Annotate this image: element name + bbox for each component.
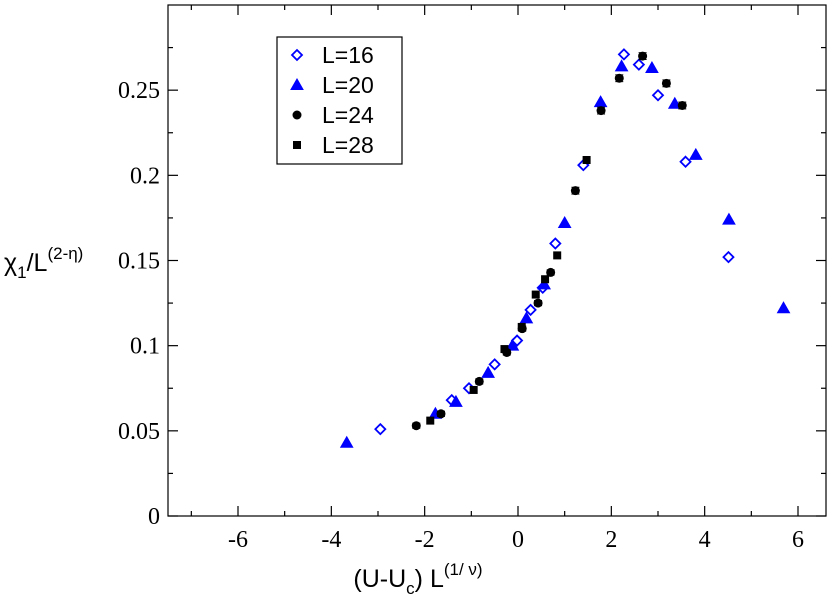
data-point <box>517 322 526 331</box>
x-axis-label-sub: c <box>406 579 415 598</box>
legend-label: L=20 <box>322 72 374 98</box>
data-point <box>426 416 435 425</box>
x-axis-label-sup: (1/ ν) <box>444 560 483 579</box>
y-axis-label-mid: /L <box>27 249 48 277</box>
data-point <box>374 422 387 436</box>
data-point <box>679 155 692 168</box>
data-point <box>677 100 687 110</box>
x-axis-label-base: (U-U <box>353 565 406 593</box>
legend-marker <box>292 110 302 120</box>
y-axis-label-sub: 1 <box>17 263 26 282</box>
data-point <box>617 48 631 61</box>
data-point <box>722 212 736 225</box>
data-point <box>593 95 608 108</box>
x-axis-label-mid: ) L <box>415 565 444 593</box>
data-point <box>531 290 540 299</box>
data-point <box>688 147 703 160</box>
x-axis-label: (U-Uc) L(1/ ν) <box>353 560 482 598</box>
y-tick-label: 0 <box>148 504 160 530</box>
data-point <box>638 51 648 61</box>
data-point <box>557 216 572 229</box>
y-tick-label: 0.1 <box>130 334 160 360</box>
series-l-24 <box>411 51 687 431</box>
data-point <box>537 277 551 290</box>
data-point <box>570 186 580 196</box>
x-tick-label: 2 <box>605 527 617 553</box>
y-tick-label: 0.15 <box>118 249 160 275</box>
data-point <box>549 237 562 250</box>
data-point <box>469 385 478 394</box>
data-point <box>661 78 671 88</box>
data-point <box>519 311 534 324</box>
x-tick-label: 0 <box>512 527 524 553</box>
data-point <box>614 73 624 83</box>
series-l-20 <box>339 59 791 448</box>
axis-ticks: -6 -4 -2 0 2 4 6 0 0.05 0.1 0.15 0.2 0.25 <box>118 5 826 553</box>
data-point <box>339 435 354 448</box>
series-l-28 <box>426 156 591 425</box>
x-tick-label: -6 <box>228 527 248 553</box>
y-tick-label: 0.05 <box>118 419 160 445</box>
data-point <box>488 358 501 371</box>
data-point <box>645 61 659 74</box>
data-point <box>582 156 591 165</box>
x-tick-label: 4 <box>699 527 711 553</box>
data-point <box>411 421 421 431</box>
data-point <box>541 275 550 284</box>
legend-marker <box>290 77 304 90</box>
y-axis-label-base: χ <box>4 249 17 277</box>
data-point <box>449 394 463 407</box>
y-axis-label: χ1/L(2-η) <box>4 244 83 282</box>
data-point <box>614 59 629 72</box>
plot-marks <box>339 48 791 448</box>
legend-marker <box>293 141 301 149</box>
x-tick-label: 6 <box>792 527 804 553</box>
legend: L=16 L=20 L=24 L=28 <box>276 36 403 165</box>
data-point <box>776 301 791 314</box>
legend-label: L=28 <box>322 132 374 158</box>
data-point <box>722 250 735 264</box>
data-point <box>481 365 495 378</box>
x-tick-label: -4 <box>321 527 341 553</box>
data-point <box>546 267 556 277</box>
legend-label: L=24 <box>322 102 374 128</box>
legend-marker <box>290 48 304 62</box>
data-point <box>651 89 665 102</box>
data-point <box>474 376 484 386</box>
data-point <box>596 106 606 116</box>
data-point <box>533 298 543 308</box>
y-axis-label-sup: (2-η) <box>47 244 83 263</box>
data-point <box>524 303 537 317</box>
y-tick-label: 0.2 <box>130 163 160 189</box>
data-point <box>553 251 562 260</box>
data-point <box>505 338 520 351</box>
legend-label: L=16 <box>322 42 374 68</box>
data-point <box>436 409 446 419</box>
data-point <box>500 345 509 354</box>
series-l-16 <box>374 48 735 436</box>
y-tick-label: 0.25 <box>118 78 160 104</box>
data-point <box>632 58 646 71</box>
x-tick-label: -2 <box>415 527 435 553</box>
